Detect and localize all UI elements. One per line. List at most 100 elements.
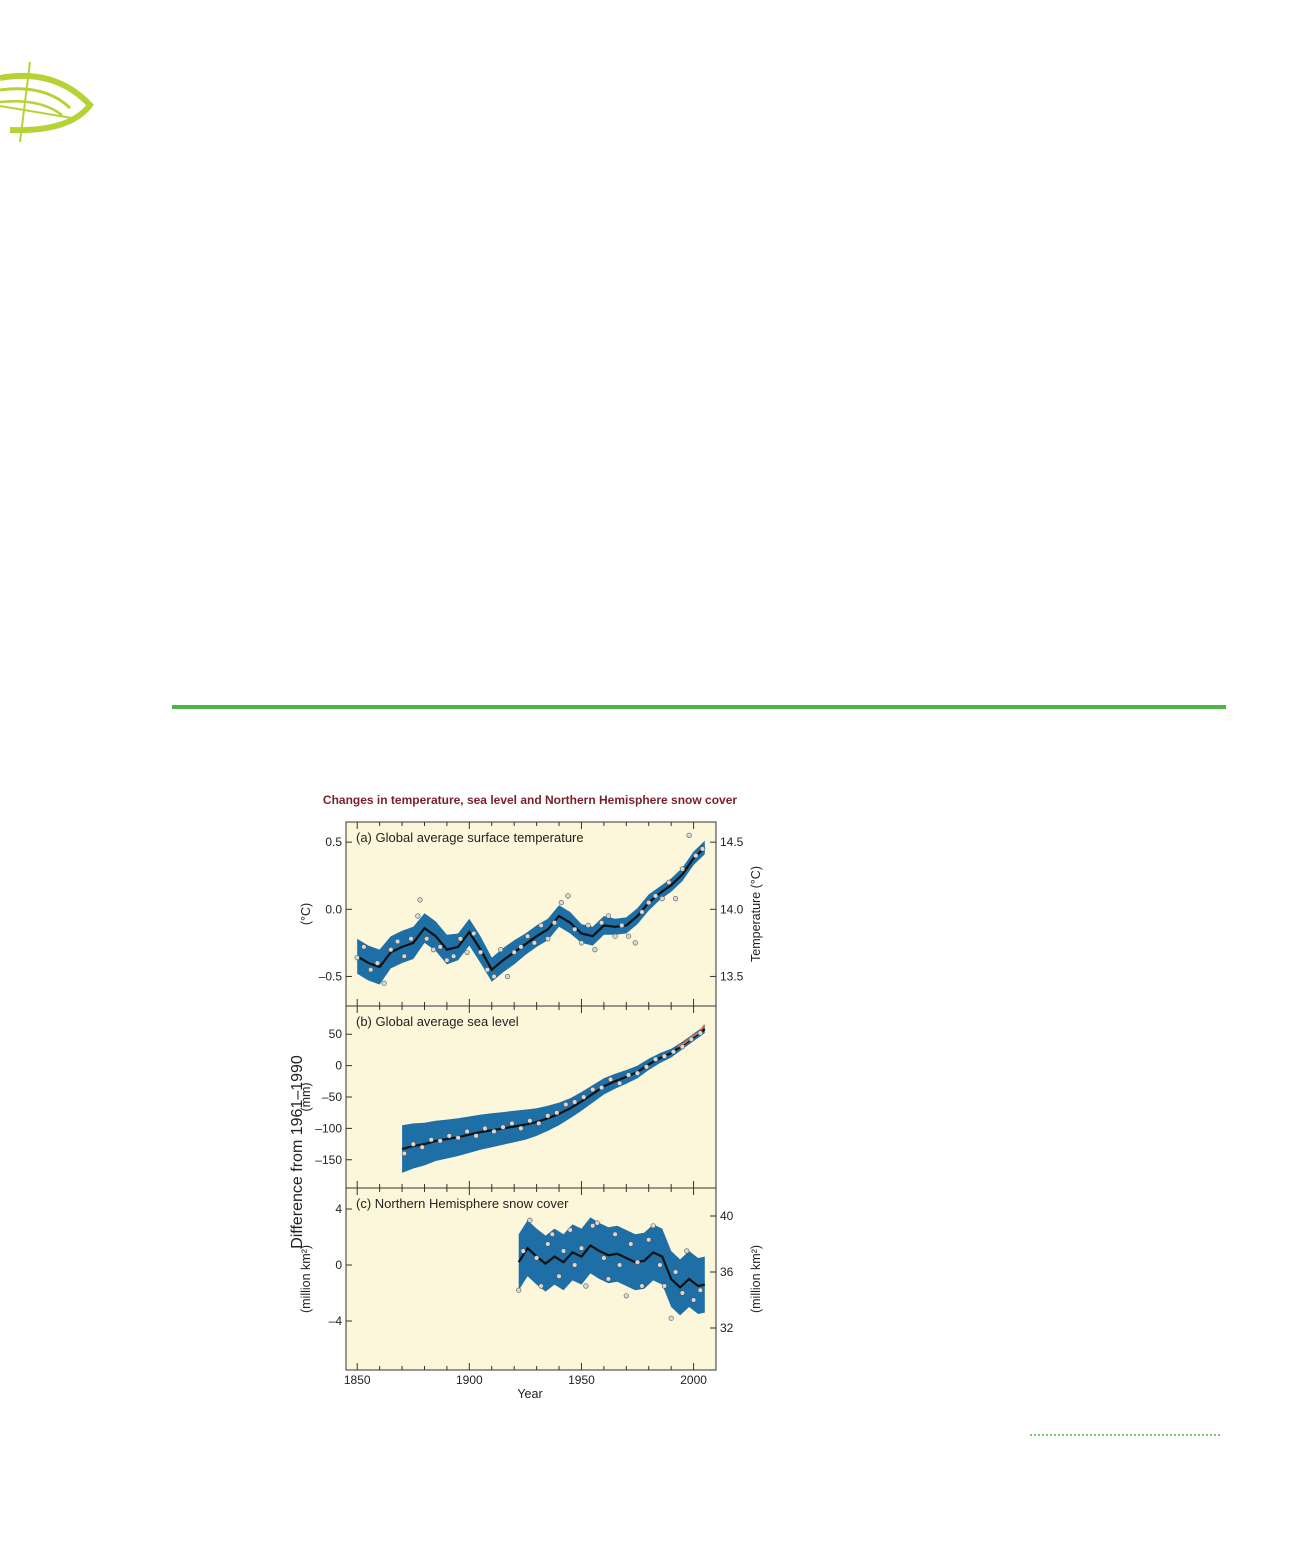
logo-compass-swoosh-icon (0, 60, 100, 150)
panel-a-data-point (538, 922, 544, 928)
panel-a-data-point (408, 936, 414, 942)
dotted-leader (1030, 1434, 1220, 1436)
panel-b-data-point (617, 1080, 623, 1086)
panel-b-ytick-label: 50 (329, 1027, 343, 1041)
panel-b-data-point (410, 1141, 416, 1147)
panel-a-data-point (437, 944, 443, 950)
panel-b-data-point (446, 1133, 452, 1139)
panel-b-data-point (518, 1125, 524, 1132)
panel-b-data-point (482, 1125, 488, 1132)
panel-c-data-point (634, 1259, 641, 1265)
panel-b-data-point (554, 1110, 560, 1116)
panel-c-data-point (538, 1283, 544, 1289)
panel-c-data-point (668, 1315, 674, 1321)
panel-b-data-point (572, 1099, 578, 1105)
panel-c-data-point (594, 1220, 600, 1226)
panel-a-y-axis-label: (°C) (299, 903, 313, 925)
panel-a-data-point (525, 933, 531, 939)
panel-c-data-point (527, 1217, 533, 1223)
panel-a-data-point (430, 947, 437, 953)
panel-a-data-point (551, 920, 558, 926)
panel-c-data-point (628, 1241, 634, 1247)
panel-c-data-point (520, 1248, 526, 1254)
panel-b-data-point (688, 1036, 694, 1042)
panel-a-data-point (686, 832, 692, 839)
panel-a-data-point (612, 933, 618, 939)
panel-a-data-point (361, 944, 367, 950)
panel-b-data-point (428, 1137, 434, 1143)
panel-c-ytick-label: 4 (335, 1202, 342, 1216)
panel-a-data-point (572, 926, 578, 932)
chart-title: Changes in temperature, sea level and No… (323, 793, 737, 807)
panel-c-right-y-axis-label: (million km²) (749, 1245, 763, 1313)
panel-b-data-point (545, 1113, 551, 1119)
panel-b-data-point (643, 1064, 650, 1070)
panel-a-data-point (477, 949, 484, 955)
panel-a-data-point (417, 897, 423, 903)
panel-c-data-point (661, 1283, 668, 1289)
panel-c-data-point (545, 1241, 551, 1247)
panel-a-data-point (679, 866, 686, 872)
panel-a-data-point (646, 899, 652, 906)
panel-a-uncertainty-band (357, 840, 705, 985)
panel-a-data-point (565, 893, 571, 899)
panel-a-frame (345, 821, 717, 1007)
panel-c-data-point (612, 1231, 618, 1237)
panel-a-data-point (511, 949, 517, 955)
panel-a-right-ytick-label: 14.5 (720, 835, 744, 849)
panel-b-data-point (652, 1056, 659, 1062)
climate-figure: Changes in temperature, sea level and No… (280, 780, 780, 1420)
panel-a-data-point (464, 949, 470, 955)
panel-c-uncertainty-band (518, 1217, 705, 1316)
panel-c-data-point (556, 1273, 562, 1279)
panel-b-ytick-label: 0 (335, 1059, 342, 1073)
panel-b-frame (345, 1005, 717, 1189)
panel-b-data-point (599, 1085, 605, 1091)
panel-a-label: (a) Global average surface temperature (356, 830, 584, 845)
panel-b-data-point (697, 1030, 703, 1036)
panel-c-ytick-label: –4 (329, 1314, 343, 1328)
panel-a-data-point (368, 967, 374, 973)
panel-a-data-point (451, 953, 457, 959)
panel-b-ytick-label: –100 (315, 1121, 342, 1135)
panel-a-ytick-label: 0.0 (325, 902, 342, 916)
panel-b-data-point (419, 1144, 425, 1150)
panel-a-data-point (504, 973, 511, 980)
panel-c-label: (c) Northern Hemisphere snow cover (356, 1196, 569, 1211)
panel-b-data-point (634, 1070, 641, 1076)
panel-c-right-ytick-label: 36 (720, 1265, 734, 1279)
panel-a-data-point (632, 940, 638, 946)
panel-a-data-point (374, 960, 380, 966)
panel-b-data-point (473, 1133, 479, 1139)
panel-a-data-point (605, 913, 612, 919)
panel-c-data-point (650, 1223, 656, 1229)
panel-b-data-point (608, 1076, 614, 1083)
panel-c: (c) Northern Hemisphere snow cover40–4(m… (299, 1187, 763, 1371)
panel-b-data-point (464, 1128, 470, 1135)
panel-c-data-point (697, 1287, 703, 1293)
panel-a-data-point (673, 895, 679, 902)
panel-b-data-point (581, 1094, 587, 1100)
panel-a-data-point (354, 955, 360, 961)
panel-b-data-point (661, 1053, 668, 1059)
panel-c-right-ytick-label: 32 (720, 1321, 734, 1335)
panel-c-data-point (657, 1262, 663, 1268)
panel-a-data-point (401, 953, 407, 959)
x-tick-label: 2000 (680, 1373, 707, 1387)
panel-b-data-point (455, 1135, 461, 1141)
panel-b-ytick-label: –150 (315, 1153, 342, 1167)
panel-a-data-point (444, 957, 450, 963)
panel-c-data-point (560, 1248, 567, 1254)
panel-a-data-point (558, 899, 564, 906)
panel-b-data-point (563, 1101, 569, 1108)
x-axis-label: Year (517, 1387, 542, 1401)
panel-b-data-point (401, 1150, 407, 1157)
panel-c-data-point (639, 1283, 645, 1289)
panel-a-data-point (457, 936, 463, 942)
panel-c-data-point (601, 1255, 607, 1261)
panel-a-data-point (652, 893, 659, 899)
panel-a-data-point (625, 933, 632, 939)
panel-c-data-point (567, 1227, 573, 1233)
panel-a-data-point (545, 936, 551, 942)
panel-a-data-point (619, 922, 625, 928)
